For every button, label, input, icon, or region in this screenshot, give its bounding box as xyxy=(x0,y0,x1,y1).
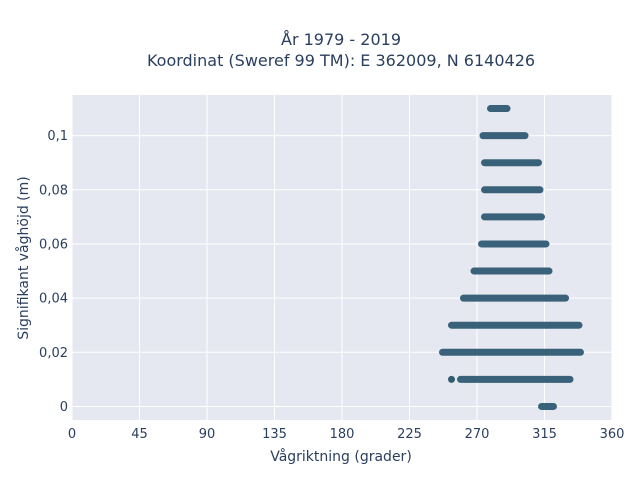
x-tick-label: 45 xyxy=(131,427,148,442)
y-tick-label: 0,08 xyxy=(39,183,68,198)
data-point-outlier xyxy=(448,375,455,383)
x-tick-label: 360 xyxy=(600,427,625,442)
y-axis-label: Signifikant våghöjd (m) xyxy=(15,176,32,339)
x-tick-label: 180 xyxy=(330,427,355,442)
x-tick-label: 90 xyxy=(199,427,216,442)
x-tick-label: 225 xyxy=(397,427,422,442)
y-axis-ticks: 0 0,02 0,04 0,06 0,08 0,1 xyxy=(39,129,68,415)
y-tick-label: 0,1 xyxy=(47,129,68,144)
y-tick-label: 0,02 xyxy=(39,346,68,361)
x-axis-label: Vågriktning (grader) xyxy=(270,448,412,465)
x-tick-label: 270 xyxy=(465,427,490,442)
x-tick-label: 315 xyxy=(532,427,557,442)
chart-title-line2: Koordinat (Sweref 99 TM): E 362009, N 61… xyxy=(147,51,535,70)
chart-title-line1: År 1979 - 2019 xyxy=(281,30,401,49)
y-tick-label: 0,06 xyxy=(39,237,68,252)
x-tick-label: 135 xyxy=(262,427,287,442)
x-tick-label: 0 xyxy=(68,427,76,442)
y-tick-label: 0,04 xyxy=(39,292,68,307)
data-points xyxy=(439,105,584,410)
x-axis-ticks: 0 45 90 135 180 225 270 315 360 xyxy=(68,427,625,442)
y-tick-label: 0 xyxy=(60,400,68,415)
